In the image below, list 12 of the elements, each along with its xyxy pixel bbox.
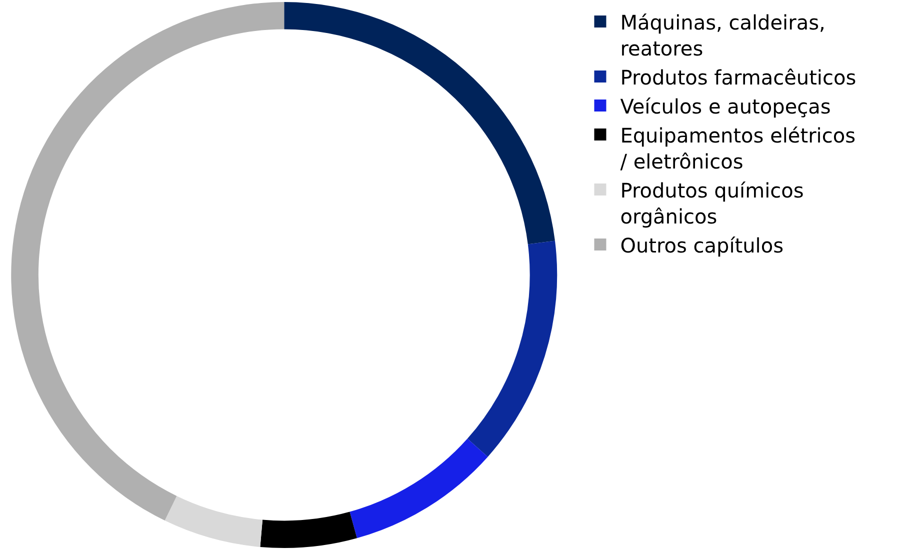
- donut-slice: [260, 512, 357, 548]
- donut-slice: [350, 438, 488, 538]
- donut-slice: [467, 240, 558, 457]
- legend-label: Veículos e autopeças: [620, 94, 831, 118]
- donut-slice: [284, 2, 555, 244]
- legend-label: Outros capítulos: [620, 233, 784, 258]
- donut-slice: [164, 496, 263, 547]
- legend-label: Equipamentos elétricos / eletrônicos: [620, 123, 856, 174]
- donut-slice: [11, 2, 284, 521]
- legend-label: Produtos farmacêuticos: [620, 65, 856, 90]
- legend-label: Máquinas, caldeiras, reatores: [620, 10, 826, 60]
- legend-label: Produtos químicos orgânicos: [620, 178, 804, 228]
